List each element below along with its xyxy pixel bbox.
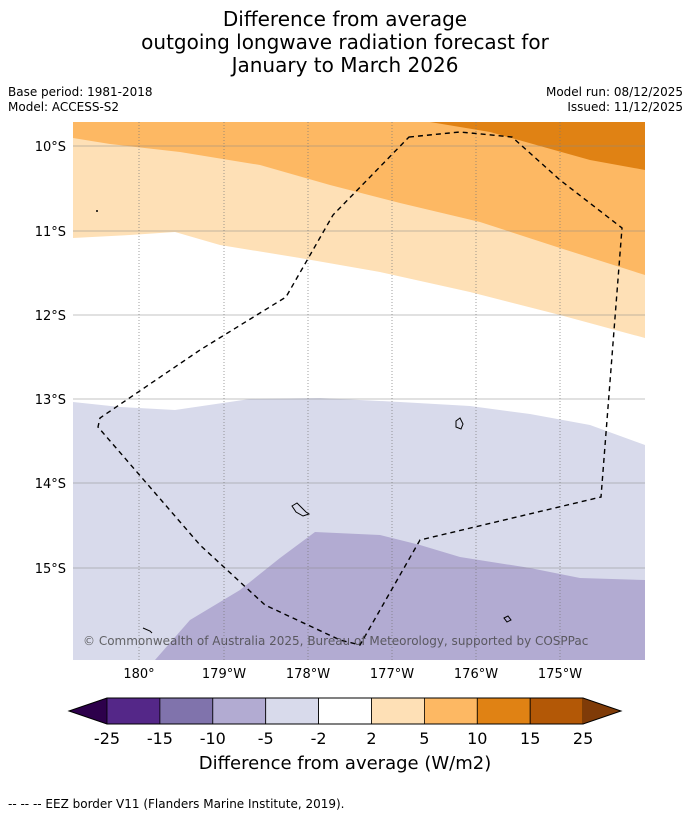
colorbar-segments [106,697,584,725]
model-name: Model: ACCESS-S2 [8,100,120,114]
colorbar-tick-label: -5 [257,729,274,748]
island-outline [142,627,153,634]
lon-label: 178°W [286,667,330,682]
colorbar-tick-label: -10 [199,729,226,748]
base-period: Base period: 1981-2018 [8,85,153,99]
lat-label: 10°S [35,140,66,155]
lat-label: 12°S [35,309,66,324]
lon-label: 179°W [202,667,246,682]
colorbar-tick-label: -2 [310,729,327,748]
lon-label: 176°W [454,667,498,682]
colorbar-segment [529,697,584,725]
footer-note: -- -- -- EEZ border V11 (Flanders Marine… [8,797,345,811]
island-outline [455,417,464,430]
colorbar-segment [212,697,267,725]
chart-title: Difference from average outgoing longwav… [0,8,690,77]
colorbar-label: Difference from average (W/m2) [198,753,492,774]
colorbar-segment [265,697,320,725]
island-outline [503,615,512,623]
colorbar-tick-label: 2 [366,729,377,748]
lon-label: 180° [123,667,154,682]
colorbar-tick-label: -25 [93,729,121,748]
meta-left: Base period: 1981-2018 Model: ACCESS-S2 [8,85,153,115]
anomaly-band-5-to-10 [73,122,645,275]
issued-date: Issued: 11/12/2025 [567,100,683,114]
island-outline [291,502,311,517]
model-run: Model run: 08/12/2025 [545,85,683,99]
anomaly-band-10-to-15 [430,122,645,170]
colorbar-extend-low [69,698,107,724]
gridlines [73,122,645,660]
lat-label: 13°S [35,393,66,408]
title-line-3: January to March 2026 [231,53,459,77]
colorbar [67,697,623,725]
latitude-labels: 10°S 11°S 12°S 13°S 14°S 15°S [35,140,66,577]
colorbar-tick-label: -15 [146,729,173,748]
lat-label: 14°S [35,477,66,492]
title-line-2: outgoing longwave radiation forecast for [141,30,549,54]
colorbar-segment [371,697,425,725]
eez-border [97,131,623,646]
colorbar-tick-label: 10 [467,729,488,748]
anomaly-band-minus10-to-minus5 [155,532,645,660]
map-panel: © Commonwealth of Australia 2025, Bureau… [73,122,645,660]
colorbar-segment [423,697,478,725]
colorbar-segment [106,697,161,725]
title-line-1: Difference from average [222,7,468,31]
island-dot [96,210,98,212]
lon-label: 177°W [370,667,414,682]
colorbar-tick-label: 15 [520,729,541,748]
lat-label: 15°S [35,562,66,577]
lat-label: 11°S [35,225,66,240]
colorbar-outline [67,697,623,725]
colorbar-tick-label: 25 [572,729,594,748]
colorbar-tick-label: 5 [419,729,430,748]
colorbar-segment [159,697,214,725]
meta-right: Model run: 08/12/2025 Issued: 11/12/2025 [546,85,683,115]
copyright-notice: © Commonwealth of Australia 2025, Bureau… [83,634,588,648]
colorbar-segment [476,697,531,725]
colorbar-extend-high [583,698,621,724]
lon-label: 175°W [538,667,582,682]
longitude-labels: 180° 179°W 178°W 177°W 176°W 175°W [123,667,582,682]
colorbar-segment [318,697,372,725]
